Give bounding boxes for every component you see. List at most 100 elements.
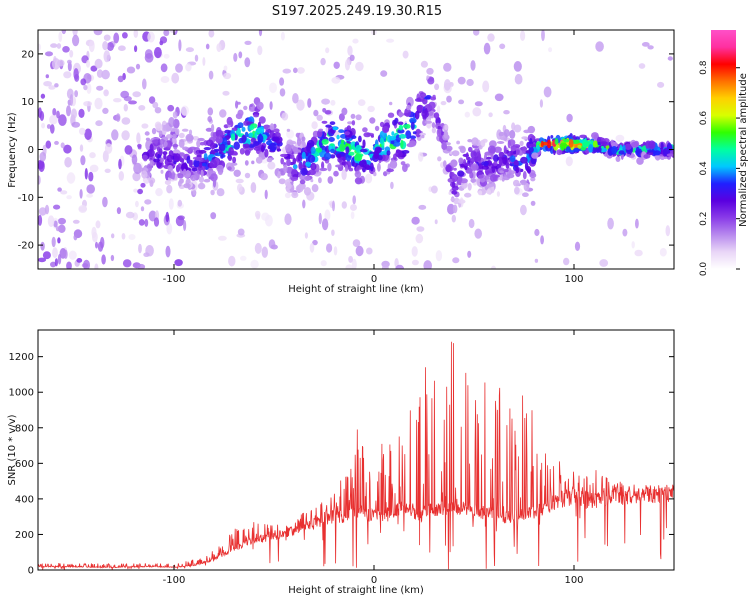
- heatmap-cell: [233, 169, 241, 177]
- heatmap-cell: [523, 129, 531, 134]
- heatmap-cell: [329, 154, 336, 159]
- heatmap-cell: [239, 148, 245, 155]
- heatmap-cell: [435, 250, 443, 262]
- heatmap-cell: [563, 257, 570, 266]
- heatmap-cell: [451, 150, 460, 157]
- heatmap-cell: [166, 222, 173, 235]
- heatmap-cell: [78, 205, 87, 213]
- heatmap-cell: [520, 30, 526, 41]
- heatmap-cell: [554, 138, 559, 145]
- heatmap-cell: [251, 160, 255, 165]
- heatmap-cell: [422, 119, 427, 126]
- heatmap-cell: [374, 125, 380, 132]
- heatmap-cell: [481, 165, 489, 170]
- x-tick-label: -100: [163, 274, 186, 285]
- heatmap-cell: [509, 129, 516, 139]
- heatmap-cell: [409, 135, 417, 140]
- heatmap-cell: [295, 184, 304, 193]
- heatmap-cell: [90, 65, 98, 72]
- heatmap-cell: [69, 94, 74, 106]
- heatmap-cell: [237, 122, 244, 129]
- heatmap-cell: [330, 148, 335, 154]
- heatmap-cell: [241, 134, 247, 143]
- heatmap-cell: [188, 129, 193, 135]
- heatmap-cell: [309, 242, 315, 253]
- heatmap-cell: [141, 123, 149, 129]
- heatmap-cell: [312, 239, 318, 246]
- heatmap-cell: [86, 83, 92, 94]
- heatmap-cell: [565, 156, 573, 167]
- heatmap-cell: [73, 234, 78, 241]
- heatmap-cell: [529, 172, 537, 178]
- heatmap-cell: [503, 110, 510, 115]
- heatmap-cell: [133, 162, 143, 175]
- heatmap-cell: [39, 111, 45, 121]
- heatmap-cell: [321, 218, 329, 231]
- heatmap-cell: [100, 236, 105, 249]
- heatmap-cell: [531, 152, 539, 159]
- heatmap-cell: [286, 128, 291, 132]
- heatmap-cell: [534, 228, 540, 237]
- heatmap-cell: [158, 130, 163, 138]
- colorbar-tick-label: 0.0: [699, 262, 709, 277]
- heatmap-cell: [226, 116, 233, 126]
- heatmap-cell: [264, 148, 269, 158]
- heatmap-cell: [269, 82, 277, 94]
- heatmap-cell: [248, 144, 255, 148]
- heatmap-cell: [266, 157, 273, 163]
- heatmap-cell: [172, 144, 179, 148]
- heatmap-cell: [467, 250, 472, 258]
- heatmap-cell: [216, 164, 224, 172]
- heatmap-cell: [478, 190, 483, 196]
- heatmap-cell: [423, 260, 432, 269]
- heatmap-cell: [351, 258, 357, 269]
- heatmap-cell: [491, 166, 496, 173]
- heatmap-cell: [467, 139, 473, 143]
- heatmap-cell: [223, 72, 232, 80]
- heatmap-cell: [115, 113, 121, 122]
- heatmap-cell: [463, 162, 471, 166]
- heatmap-cell: [386, 168, 395, 173]
- heatmap-cell: [50, 43, 58, 48]
- y-tick-label: 0: [28, 145, 34, 156]
- heatmap-cell: [415, 128, 422, 138]
- heatmap-cell: [507, 139, 511, 149]
- heatmap-cell: [137, 188, 144, 195]
- y-tick-label: 20: [21, 49, 34, 60]
- heatmap-cell: [178, 132, 185, 139]
- heatmap-cell: [305, 161, 312, 167]
- heatmap-cell: [474, 228, 483, 239]
- heatmap-cell: [64, 157, 72, 168]
- heatmap-cell: [213, 148, 220, 152]
- heatmap-cell: [395, 149, 403, 158]
- heatmap-cell: [165, 211, 170, 223]
- heatmap-cell: [60, 190, 68, 195]
- heatmap-cell: [436, 105, 441, 114]
- heatmap-cell: [440, 101, 447, 106]
- heatmap-cell: [367, 105, 375, 113]
- heatmap-cell: [464, 192, 472, 198]
- heatmap-cell: [348, 151, 355, 156]
- heatmap-cell: [181, 163, 188, 172]
- heatmap-cell: [153, 158, 161, 163]
- heatmap-cell: [624, 143, 632, 150]
- heatmap-cell: [183, 183, 191, 189]
- heatmap-cell: [415, 233, 424, 244]
- heatmap-cell: [357, 99, 366, 106]
- heatmap-cell: [473, 30, 480, 36]
- heatmap-cell: [574, 241, 581, 251]
- y-tick-label: 200: [15, 530, 34, 541]
- heatmap-cell: [227, 155, 233, 161]
- x-tick-label: 0: [371, 274, 377, 285]
- heatmap-cell: [522, 146, 527, 155]
- heatmap-cell: [599, 141, 608, 145]
- snr-y-label: SNR (10 * v/v): [7, 414, 18, 485]
- heatmap-cell: [304, 232, 308, 239]
- heatmap-cell: [163, 141, 168, 147]
- heatmap-cell: [241, 126, 246, 132]
- heatmap-cell: [58, 224, 66, 233]
- heatmap-cell: [183, 220, 187, 231]
- heatmap-cell: [138, 243, 142, 254]
- heatmap-cell: [210, 189, 215, 196]
